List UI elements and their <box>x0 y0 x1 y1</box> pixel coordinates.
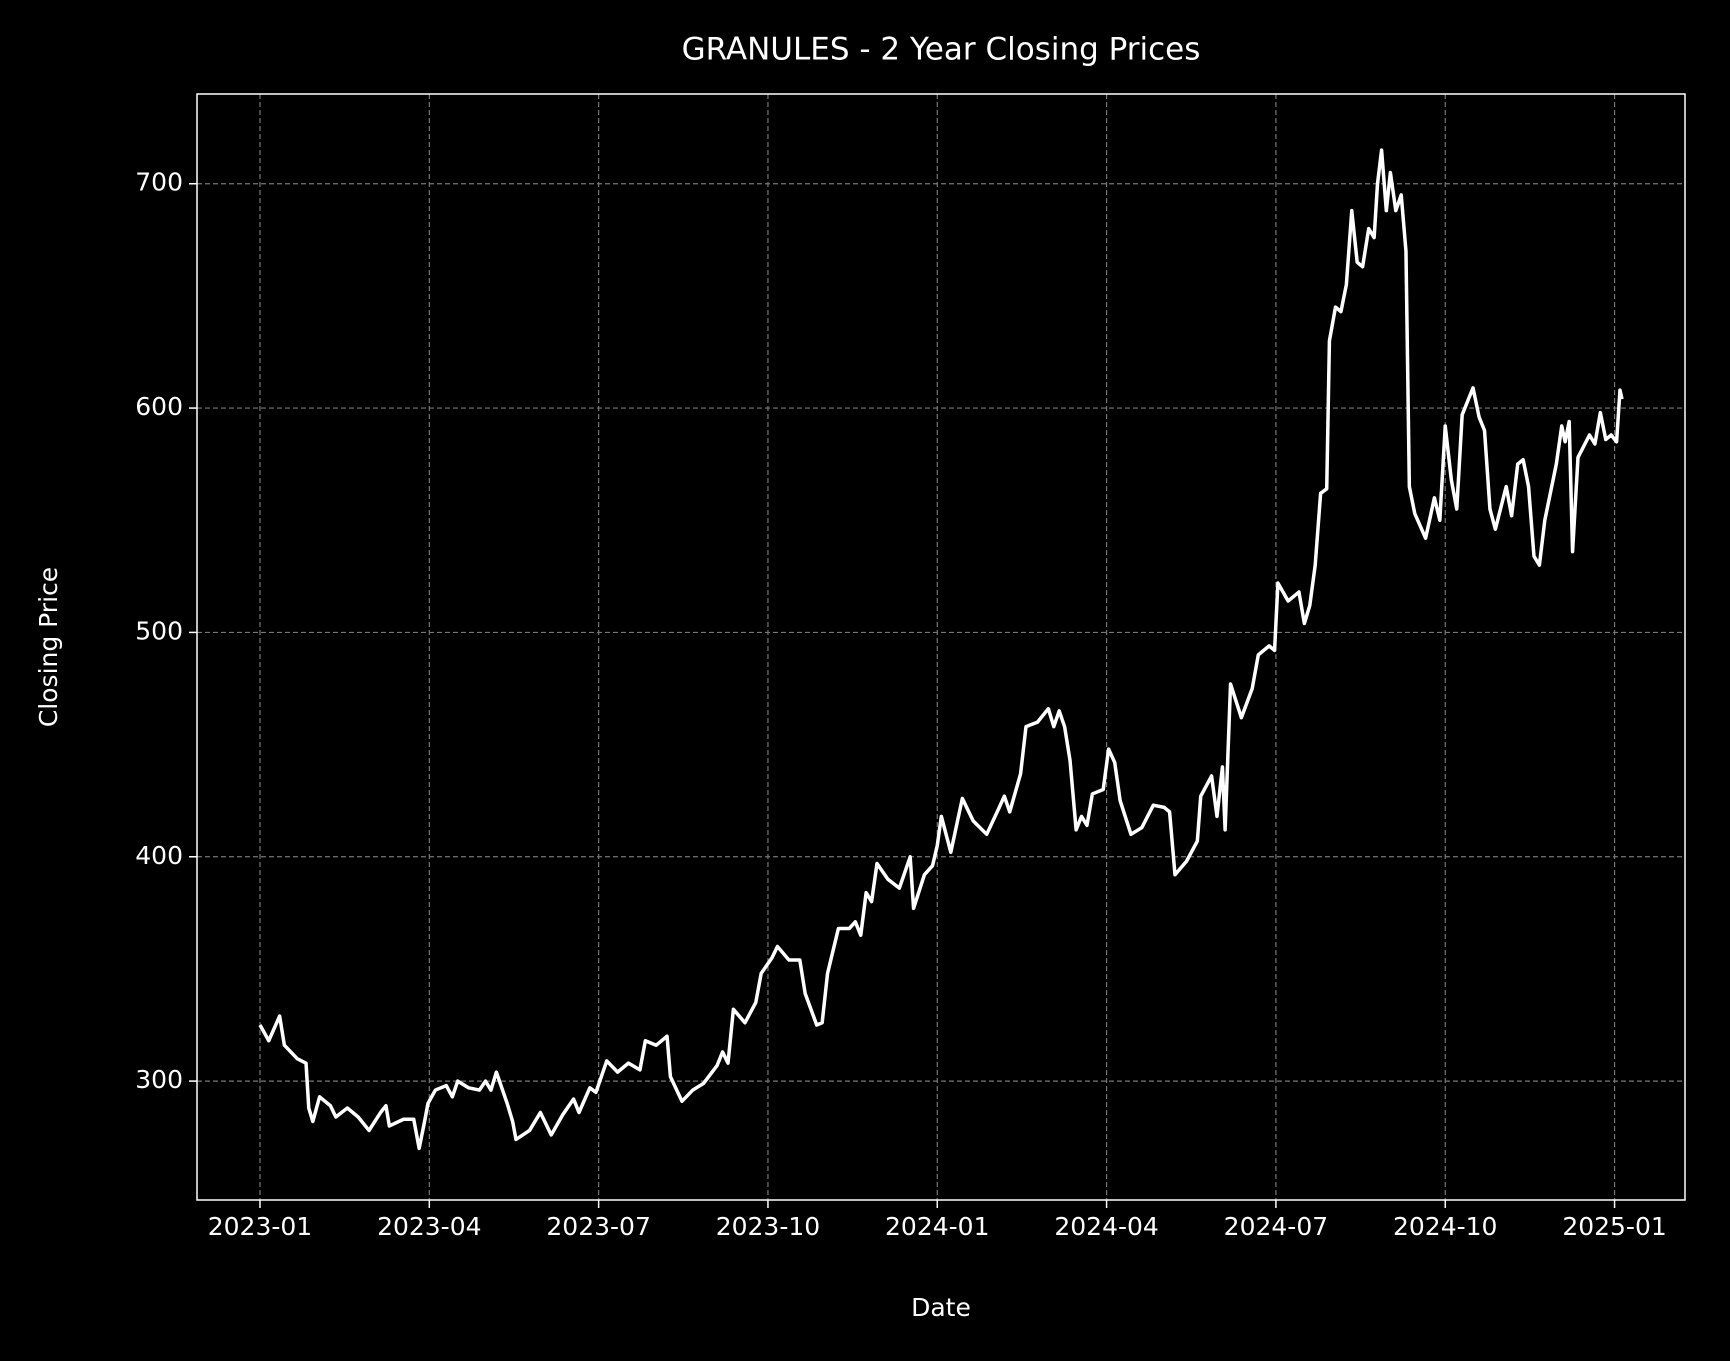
x-tick-label: 2023-07 <box>546 1212 650 1241</box>
plot-frame <box>196 93 1686 1201</box>
y-axis-label: Closing Price <box>34 567 63 727</box>
x-tick-label: 2023-10 <box>716 1212 820 1241</box>
y-tick-label: 500 <box>135 616 183 645</box>
chart-title: GRANULES - 2 Year Closing Prices <box>682 32 1201 68</box>
x-axis-label: Date <box>911 1293 971 1322</box>
x-tick-label: 2024-10 <box>1393 1212 1497 1241</box>
y-tick-label: 400 <box>135 841 183 870</box>
x-tick-label: 2023-04 <box>377 1212 481 1241</box>
x-tick-label: 2025-01 <box>1562 1212 1666 1241</box>
x-tick-label: 2024-04 <box>1054 1212 1158 1241</box>
x-tick-label: 2024-07 <box>1224 1212 1328 1241</box>
x-tick-label: 2023-01 <box>208 1212 312 1241</box>
price-line <box>258 148 1624 1151</box>
y-tick-label: 600 <box>135 392 183 421</box>
x-tick-label: 2024-01 <box>885 1212 989 1241</box>
y-tick-label: 300 <box>135 1065 183 1094</box>
y-tick-label: 700 <box>135 168 183 197</box>
